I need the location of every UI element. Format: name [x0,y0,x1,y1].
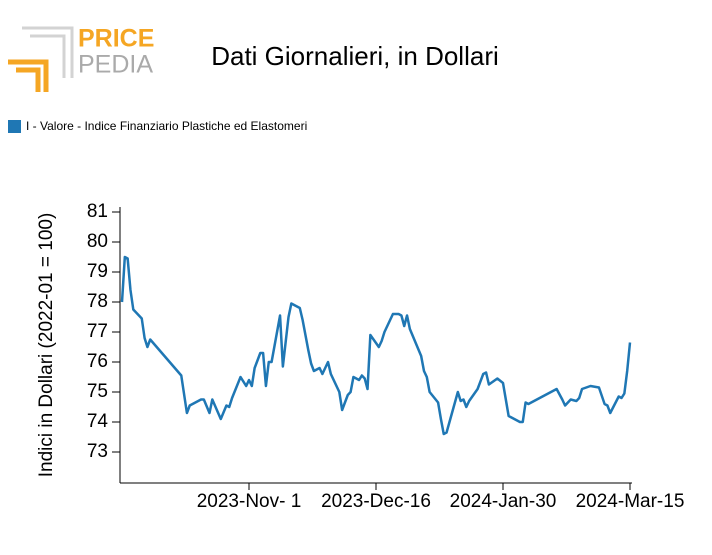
logo-top: PRICE [78,25,154,53]
y-tick-label: 74 [87,411,109,432]
logo-frame [22,26,74,78]
x-tick-label: 2024-Mar-15 [576,491,685,512]
logo-bottom: PEDIA [78,51,153,79]
y-tick-label: 76 [87,351,108,372]
y-tick-label: 79 [87,261,108,282]
x-tick-label: 2023-Nov- 1 [197,491,302,512]
y-tick-label: 73 [87,441,108,462]
logo-mark [8,59,49,92]
legend-swatch [8,120,21,133]
chart-title: Dati Giornalieri, in Dollari [211,41,499,71]
legend-label: I - Valore - Indice Finanziario Plastich… [26,119,307,133]
x-tick-label: 2023-Dec-16 [321,491,431,512]
logo: PRICE PEDIA [8,25,154,92]
y-axis-label: Indici in Dollari (2022-01 = 100) [36,213,57,478]
y-tick-label: 78 [87,291,108,312]
y-tick-label: 77 [87,321,108,342]
x-tick-label: 2024-Jan-30 [450,491,557,512]
y-tick-label: 81 [87,201,108,222]
y-tick-label: 75 [87,381,108,402]
y-tick-label: 80 [87,231,108,252]
series-line [120,255,632,436]
